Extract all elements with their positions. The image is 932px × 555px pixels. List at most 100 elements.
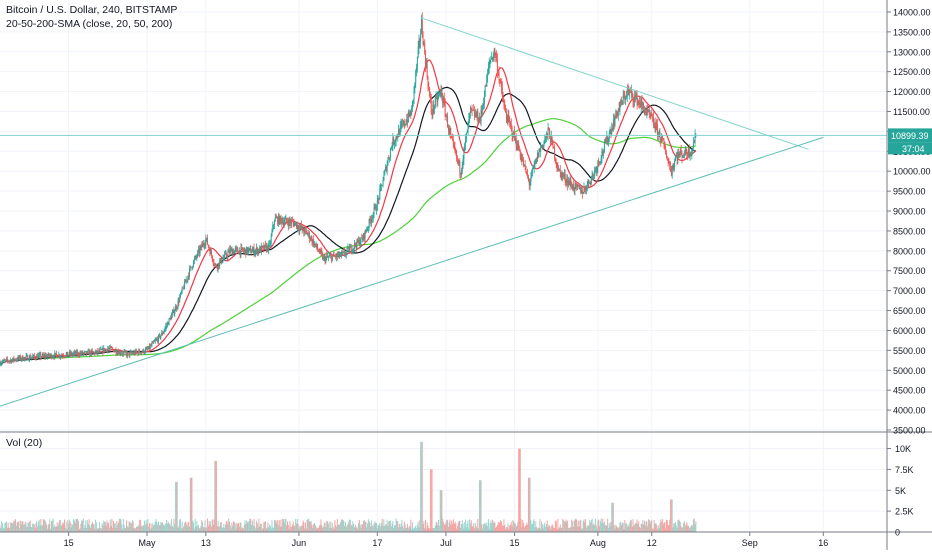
candle[interactable] <box>604 137 606 144</box>
candle[interactable] <box>171 312 173 320</box>
candle[interactable] <box>60 353 62 359</box>
candle[interactable] <box>642 101 644 112</box>
candle[interactable] <box>193 259 195 268</box>
candle[interactable] <box>367 226 369 234</box>
candle[interactable] <box>265 242 267 253</box>
candle[interactable] <box>683 153 685 159</box>
candle[interactable] <box>388 154 390 160</box>
candle[interactable] <box>273 219 275 230</box>
candle[interactable] <box>627 83 629 96</box>
candle[interactable] <box>660 137 662 147</box>
candle[interactable] <box>354 242 356 248</box>
candle[interactable] <box>305 227 307 235</box>
candle[interactable] <box>147 346 149 351</box>
candle[interactable] <box>297 224 299 231</box>
candle[interactable] <box>447 124 449 136</box>
candle[interactable] <box>618 102 620 112</box>
candle[interactable] <box>311 235 313 246</box>
candle[interactable] <box>195 254 197 260</box>
candle[interactable] <box>278 213 280 225</box>
candle[interactable] <box>413 85 415 105</box>
candle[interactable] <box>429 86 431 98</box>
candle[interactable] <box>352 246 354 255</box>
candle[interactable] <box>480 105 482 127</box>
candle[interactable] <box>517 140 519 151</box>
candle[interactable] <box>511 125 513 142</box>
candle[interactable] <box>216 266 218 272</box>
candle[interactable] <box>185 276 187 285</box>
candle[interactable] <box>567 176 569 188</box>
candle[interactable] <box>243 247 245 254</box>
candle[interactable] <box>276 215 278 219</box>
candle[interactable] <box>73 351 75 357</box>
candle[interactable] <box>381 185 383 187</box>
candle[interactable] <box>207 244 209 248</box>
candle[interactable] <box>464 142 466 152</box>
candle[interactable] <box>80 350 82 356</box>
candle[interactable] <box>674 154 676 162</box>
candle[interactable] <box>264 240 266 249</box>
candle[interactable] <box>588 179 590 188</box>
candle[interactable] <box>49 353 51 358</box>
candle[interactable] <box>670 161 672 172</box>
candle[interactable] <box>624 90 626 104</box>
candle[interactable] <box>87 348 89 352</box>
candle[interactable] <box>146 346 148 353</box>
candle[interactable] <box>202 240 204 248</box>
candle[interactable] <box>164 326 166 333</box>
candle[interactable] <box>271 228 273 237</box>
candle[interactable] <box>274 213 276 222</box>
candle[interactable] <box>223 254 225 260</box>
candle[interactable] <box>287 218 289 231</box>
candle[interactable] <box>477 108 479 126</box>
candle[interactable] <box>455 147 457 156</box>
candle[interactable] <box>148 343 150 352</box>
candle[interactable] <box>57 356 59 358</box>
candle[interactable] <box>387 157 389 166</box>
candle[interactable] <box>350 244 352 255</box>
candle[interactable] <box>143 348 145 355</box>
candle[interactable] <box>313 235 315 248</box>
candle[interactable] <box>410 110 412 119</box>
candle[interactable] <box>444 98 446 121</box>
candle[interactable] <box>16 357 18 362</box>
candle[interactable] <box>514 135 516 144</box>
candle[interactable] <box>254 249 256 257</box>
candle[interactable] <box>281 217 283 228</box>
candle[interactable] <box>478 117 480 125</box>
candle[interactable] <box>418 34 420 54</box>
candle[interactable] <box>424 39 426 55</box>
candle[interactable] <box>376 194 378 212</box>
candle[interactable] <box>490 55 492 64</box>
candle[interactable] <box>430 93 432 116</box>
candle[interactable] <box>495 52 497 63</box>
candle[interactable] <box>53 354 55 361</box>
candle[interactable] <box>15 358 17 362</box>
candle[interactable] <box>415 69 417 89</box>
last-price-badge[interactable]: 10899.39 <box>888 128 932 143</box>
candle[interactable] <box>246 246 248 256</box>
candle[interactable] <box>61 353 63 356</box>
candle[interactable] <box>358 236 360 245</box>
candle[interactable] <box>38 351 40 359</box>
candle[interactable] <box>210 246 212 255</box>
candle[interactable] <box>155 337 157 342</box>
candle[interactable] <box>433 99 435 115</box>
candle[interactable] <box>264 244 266 251</box>
candle[interactable] <box>24 356 26 362</box>
candle[interactable] <box>286 217 288 224</box>
candle[interactable] <box>441 86 443 101</box>
candle[interactable] <box>551 136 553 146</box>
candle[interactable] <box>527 168 529 179</box>
candle[interactable] <box>461 161 463 175</box>
candle[interactable] <box>180 290 182 295</box>
candle[interactable] <box>275 213 277 219</box>
candle[interactable] <box>345 250 347 259</box>
candle[interactable] <box>548 126 550 131</box>
candle[interactable] <box>252 246 254 254</box>
candle[interactable] <box>380 183 382 191</box>
candle[interactable] <box>545 131 547 143</box>
candle[interactable] <box>482 103 484 116</box>
candle[interactable] <box>222 254 224 263</box>
candle[interactable] <box>533 160 535 174</box>
